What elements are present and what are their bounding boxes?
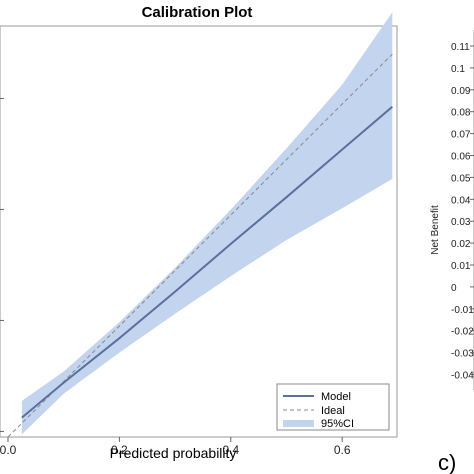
net-benefit-panel: 0.11 0.1 0.09 0.08 0.07 0.06 0.05 0.04 0.03 0.02 0… <box>430 30 474 474</box>
net-benefit-tick-label: 0.11 <box>451 42 470 53</box>
legend: Model Ideal 95%CI <box>276 383 390 431</box>
x-tick-label: 0.6 <box>334 443 351 457</box>
net-benefit-tick-label: -0.01 <box>451 305 474 316</box>
legend-model-label: Model <box>321 391 351 403</box>
net-benefit-tick-label: 0 <box>451 283 457 294</box>
net-benefit-tick-label: 0.02 <box>451 239 471 250</box>
net-benefit-tick-label: 0.08 <box>451 108 471 119</box>
legend-ci-label: 95%CI <box>321 418 354 430</box>
net-benefit-tick-label: 0.03 <box>451 217 471 228</box>
net-benefit-tick-label: 0.04 <box>451 195 471 206</box>
ci-band <box>21 12 393 435</box>
plot-frame <box>0 25 398 438</box>
net-benefit-tick-label: 0.01 <box>451 261 471 272</box>
net-benefit-tick-label: 0.07 <box>451 130 471 141</box>
x-tick-label: 0.4 <box>222 443 239 457</box>
x-tick-label: 0.0 <box>0 443 17 457</box>
legend-ideal-label: Ideal <box>321 405 345 417</box>
chart-title: Calibration Plot <box>142 4 253 21</box>
model-line <box>21 106 393 419</box>
x-axis: 0.0 0.2 0.4 0.6 <box>0 437 351 457</box>
y-axis-ticks <box>0 97 4 432</box>
net-benefit-tick-label: 0.09 <box>451 86 471 97</box>
x-tick-label: 0.2 <box>111 443 128 457</box>
net-benefit-tick-label: -0.03 <box>451 349 474 360</box>
net-benefit-y-label: Net Benefit <box>430 205 441 255</box>
net-benefit-tick-label: -0.04 <box>451 371 474 382</box>
net-benefit-tick-label: 0.06 <box>451 152 471 163</box>
net-benefit-tick-label: -0.02 <box>451 327 474 338</box>
legend-ci-swatch <box>283 420 314 427</box>
net-benefit-tick-label: 0.1 <box>451 64 465 75</box>
calibration-plot-area <box>0 12 398 438</box>
net-benefit-tick-label: 0.05 <box>451 173 471 184</box>
x-axis-label: Predicted probability <box>110 445 237 461</box>
net-benefit-y-ticks: 0.11 0.1 0.09 0.08 0.07 0.06 0.05 0.04 0.03 0.02 0… <box>451 42 474 382</box>
panel-label: c) <box>438 450 456 474</box>
